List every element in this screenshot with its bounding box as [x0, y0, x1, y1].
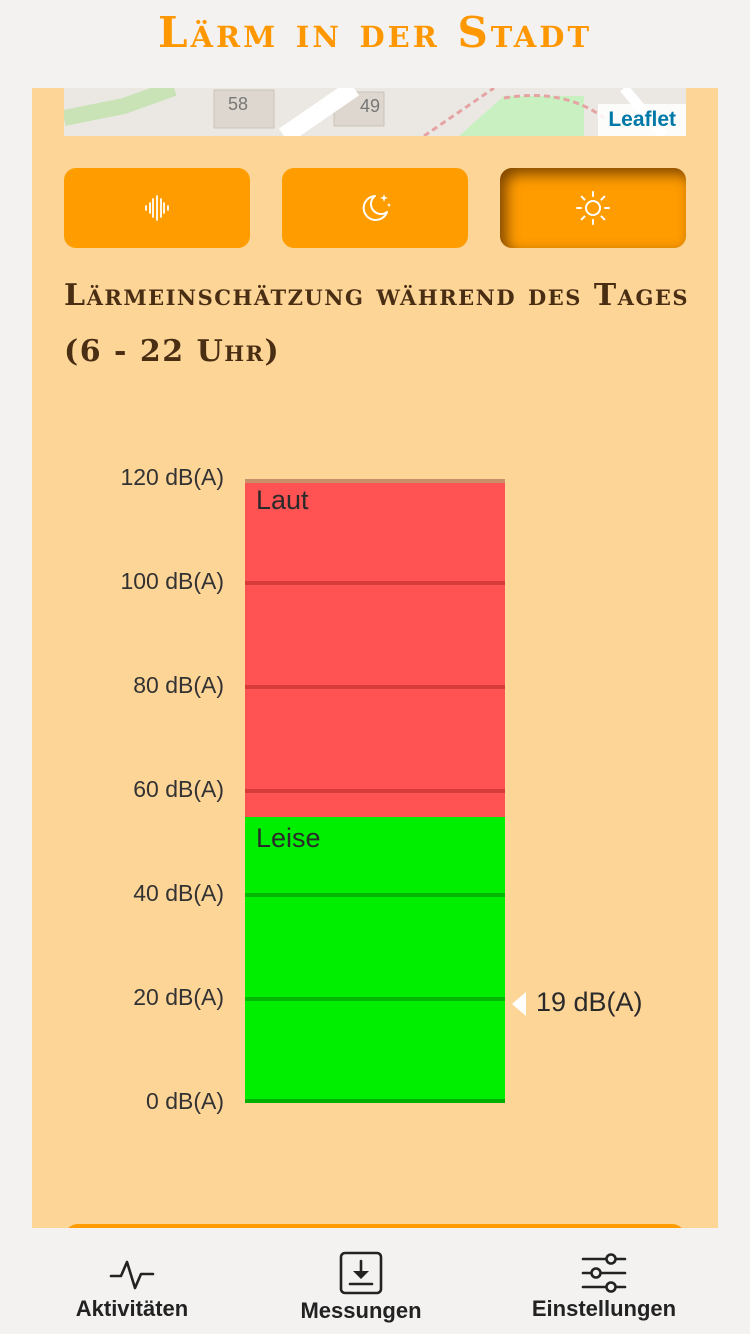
map-label-58: 58 [228, 94, 248, 114]
scale-tick-label: 0 dB(A) [146, 1088, 224, 1114]
tab-aktivitaeten[interactable]: Aktivitäten [62, 1254, 202, 1322]
scale-gridline [245, 1099, 505, 1103]
content-panel: 58 49 Leaflet [32, 88, 718, 1244]
marker-arrow-icon [512, 992, 526, 1017]
sound-wave-icon [145, 195, 169, 221]
app-title: Lärm in der Stadt [157, 8, 593, 57]
zone-laut: Laut [245, 479, 505, 817]
scale-gridline [245, 893, 505, 897]
scale-tick-label: 100 dB(A) [120, 568, 224, 594]
map-attribution-link[interactable]: Leaflet [598, 104, 686, 136]
section-title: Lärmeinschätzung während des Tages (6 - … [64, 278, 690, 369]
sliders-icon [581, 1253, 627, 1293]
scale-tick-label: 60 dB(A) [133, 776, 224, 802]
tab-label-aktivitaeten: Aktivitäten [75, 1296, 189, 1321]
tab-messungen[interactable]: Messungen [290, 1251, 432, 1324]
sound-mode-button[interactable] [64, 168, 250, 248]
map-view[interactable]: 58 49 Leaflet [64, 88, 686, 136]
zone-label: Laut [256, 485, 309, 515]
scale-tick-label: 20 dB(A) [133, 984, 224, 1010]
activity-pulse-icon [109, 1260, 155, 1290]
map-label-49: 49 [360, 96, 380, 116]
moon-stars-icon [362, 194, 391, 221]
sun-icon [576, 191, 610, 225]
map-tiles: 58 49 [64, 88, 686, 136]
scale-gridline [245, 685, 505, 689]
tab-einstellungen[interactable]: Einstellungen [524, 1253, 684, 1322]
tab-label-messungen: Messungen [300, 1298, 422, 1323]
scale-gridline [245, 789, 505, 793]
scale-tick-label: 80 dB(A) [133, 672, 224, 698]
day-mode-button[interactable] [500, 168, 686, 248]
scale-tick-label: 40 dB(A) [133, 880, 224, 906]
scale-gridline [245, 479, 505, 483]
scale-tick-label: 120 dB(A) [120, 464, 224, 490]
tab-label-einstellungen: Einstellungen [531, 1296, 677, 1321]
night-mode-button[interactable] [282, 168, 468, 248]
current-level-value: 19 dB(A) [536, 987, 643, 1018]
zone-label: Leise [256, 823, 321, 853]
download-box-icon [339, 1251, 383, 1295]
scale-gridline [245, 581, 505, 585]
scale-gridline [245, 997, 505, 1001]
zone-leise: Leise [245, 817, 505, 1103]
noise-scale-bar: Laut Leise [245, 479, 505, 1103]
bottom-tab-bar: Aktivitäten Messungen Einstellungen [0, 1228, 750, 1334]
